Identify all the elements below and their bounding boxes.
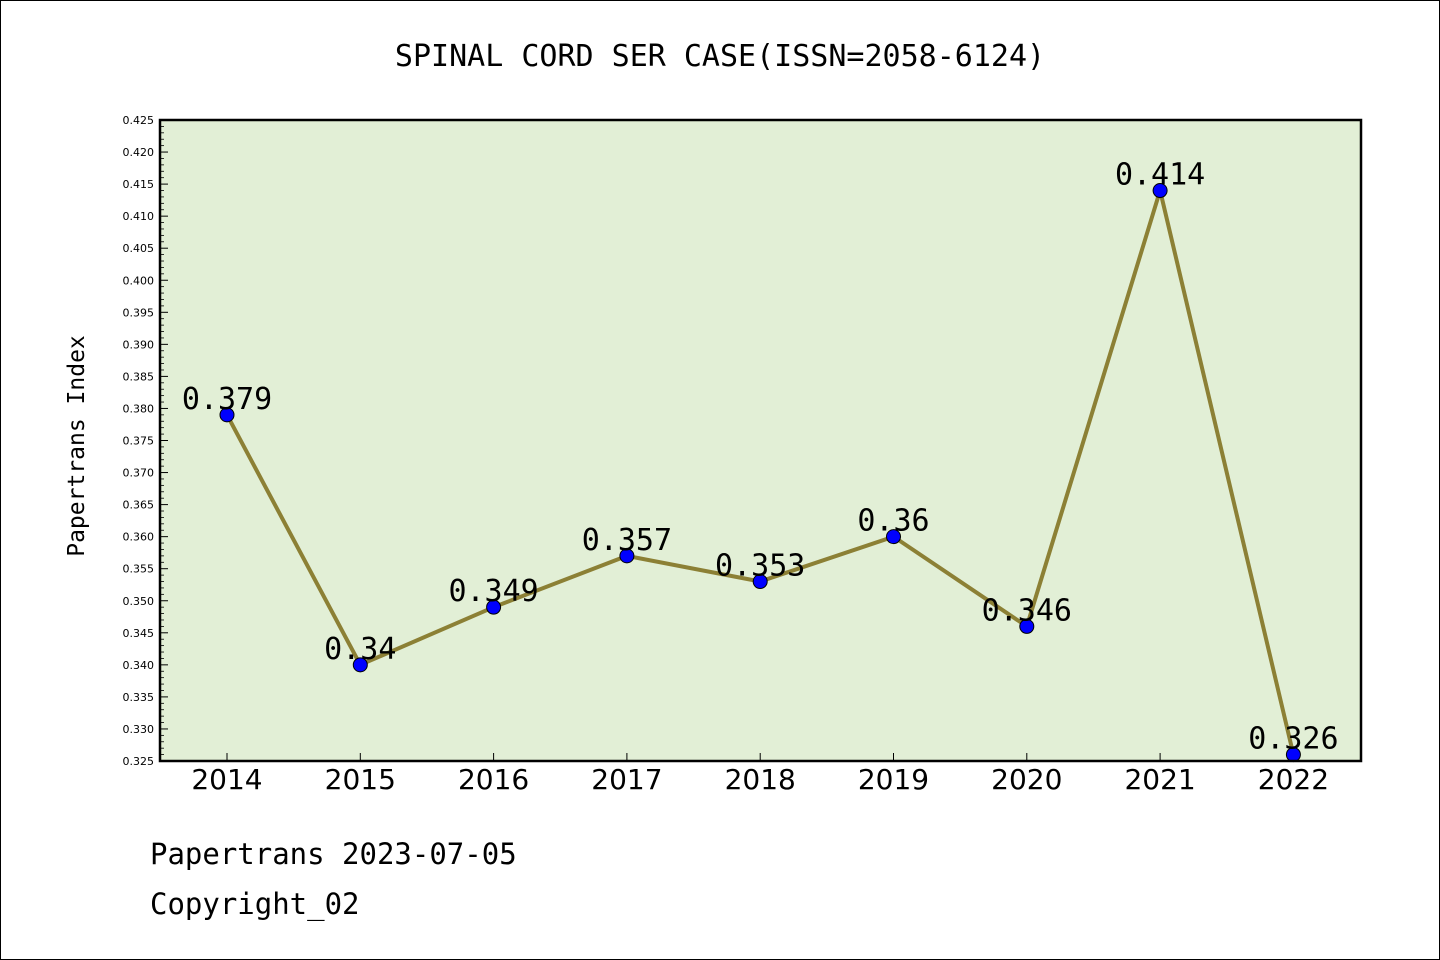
x-tick-label: 2015 xyxy=(325,763,396,796)
y-tick-label: 0.390 xyxy=(123,338,155,351)
x-tick-label: 2014 xyxy=(191,763,262,796)
data-point-label: 0.357 xyxy=(582,523,672,558)
plot-border xyxy=(158,118,1363,763)
y-tick-label: 0.335 xyxy=(123,691,155,704)
data-point-label: 0.346 xyxy=(982,593,1072,628)
data-point-marker xyxy=(1152,183,1168,199)
y-tick-label: 0.380 xyxy=(123,402,155,415)
x-tick-label: 2021 xyxy=(1124,763,1195,796)
y-axis-label: Papertrans Index xyxy=(64,335,90,557)
y-tick-label: 0.355 xyxy=(123,563,155,576)
series-markers xyxy=(219,183,1301,763)
data-point-marker xyxy=(886,529,901,545)
data-point-marker xyxy=(219,407,235,423)
y-tick-label: 0.365 xyxy=(123,499,155,512)
y-tick-label: 0.375 xyxy=(123,435,155,448)
x-tick-label: 2019 xyxy=(858,763,929,796)
y-tick-label: 0.425 xyxy=(123,114,155,127)
data-point-marker xyxy=(1019,618,1035,634)
y-tick-label: 0.385 xyxy=(123,370,155,383)
y-tick-labels: 0.325 0.330 0.335 0.340 0.345 0.350 0.355 0.360… xyxy=(123,114,155,768)
data-point-label: 0.379 xyxy=(182,382,272,417)
data-point-marker xyxy=(486,599,502,615)
y-tick-label: 0.345 xyxy=(123,627,155,640)
footer-date: Papertrans 2023-07-05 xyxy=(150,837,517,871)
y-tick-label: 0.340 xyxy=(123,659,155,672)
data-point-label: 0.349 xyxy=(448,574,538,609)
data-point-label: 0.326 xyxy=(1248,722,1338,757)
y-tick-label: 0.420 xyxy=(123,146,155,159)
y-tick-label: 0.325 xyxy=(123,755,155,768)
x-tick-label: 2018 xyxy=(725,763,796,796)
x-tick-labels: 2014 2015 2016 2017 2018 2019 2020 2021 2022 xyxy=(191,763,1329,796)
data-labels: 0.379 0.34 0.349 0.357 0.353 0.36 0.346 0.414 0.… xyxy=(182,158,1339,757)
plot-area xyxy=(160,120,1361,761)
y-tick-label: 0.395 xyxy=(123,306,155,319)
x-tick-label: 2022 xyxy=(1258,763,1329,796)
x-tick-label: 2016 xyxy=(458,763,529,796)
y-tick-label: 0.400 xyxy=(123,274,155,287)
data-point-marker xyxy=(352,657,368,673)
y-tick-label: 0.415 xyxy=(123,178,155,191)
y-tick-label: 0.410 xyxy=(123,210,155,223)
y-tick-label: 0.350 xyxy=(123,595,155,608)
data-point-label: 0.36 xyxy=(857,504,929,539)
y-tick-label: 0.370 xyxy=(123,467,155,480)
chart-title: SPINAL CORD SER CASE(ISSN=2058-6124) xyxy=(395,39,1045,74)
y-tick-label: 0.360 xyxy=(123,531,155,544)
data-point-label: 0.353 xyxy=(715,549,805,584)
data-point-label: 0.34 xyxy=(324,632,396,667)
x-tick-label: 2017 xyxy=(591,763,662,796)
data-point-label: 0.414 xyxy=(1115,158,1205,193)
footer-copyright: Copyright_02 xyxy=(150,887,360,922)
data-point-marker xyxy=(752,574,768,590)
data-point-marker xyxy=(619,548,635,564)
x-tick-label: 2020 xyxy=(991,763,1062,796)
y-tick-label: 0.330 xyxy=(123,723,155,736)
y-tick-label: 0.405 xyxy=(123,242,155,255)
